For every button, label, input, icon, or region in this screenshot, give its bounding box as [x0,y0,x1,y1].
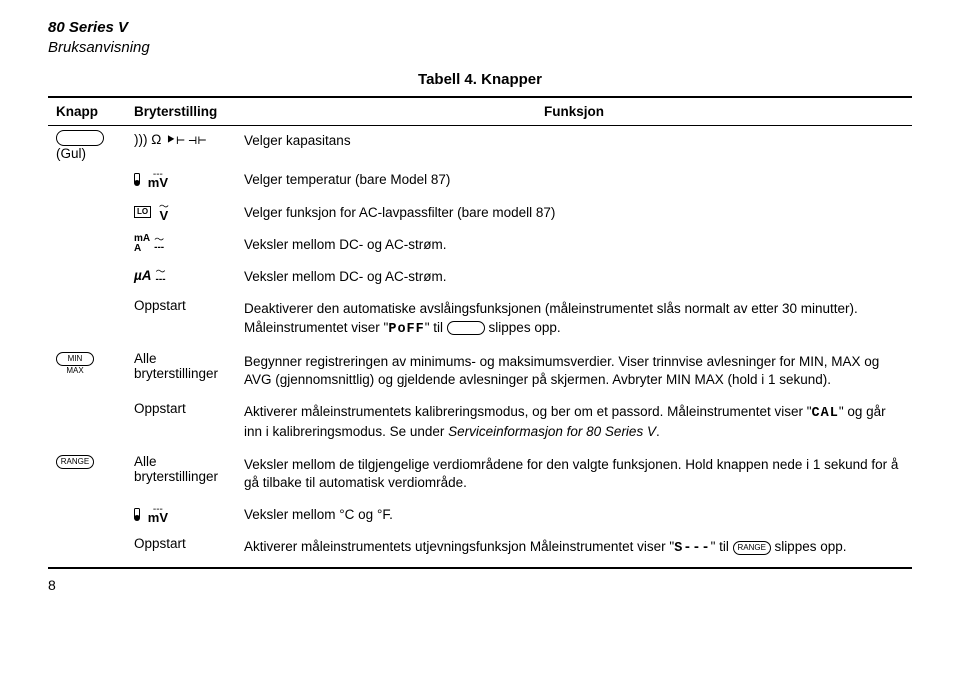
cell-funk-kapasitans: Velger kapasitans [236,126,912,166]
page-number: 8 [48,577,912,593]
cell-funk-minmax: Begynner registreringen av minimums- og … [236,347,912,397]
cell-funk-kalib: Aktiverer måleinstrumentets kalibrerings… [236,397,912,449]
funk-kapasitans: Velger kapasitans [244,132,904,150]
cell-bryter-oppstart2: Oppstart [126,397,236,449]
cell-bryter-ohm: ))) Ω ⯈⊢ ⊣⊢ [126,126,236,166]
s-code: S--- [674,541,710,556]
cell-bryter-mv2: ---mV [126,500,236,532]
funk-utjevn3: slippes opp. [771,539,847,554]
range-button-icon-inline: RANGE [733,541,771,555]
cell-bryter-alle1: Alle bryterstillinger [126,347,236,397]
funk-temperatur: Velger temperatur (bare Model 87) [244,171,904,189]
funk-dcac1: Veksler mellom DC- og AC-strøm. [244,236,904,254]
cell-bryter-oppstart3: Oppstart [126,532,236,567]
cell-funk-dcac2: Veksler mellom DC- og AC-strøm. [236,262,912,294]
cell-funk-deakt: Deaktiverer den automatiske avslåingsfun… [236,294,912,346]
v-label: V [160,211,169,220]
doc-title: 80 Series V [48,18,912,38]
mv-label2: mV [148,513,168,522]
ohm-diode-cap-icon: ))) Ω ⯈⊢ ⊣⊢ [134,130,228,150]
funk-utjevn1: Aktiverer måleinstrumentets utjevningsfu… [244,539,674,554]
ua-label: µA [134,265,152,287]
cell-funk-temperatur: Velger temperatur (bare Model 87) [236,165,912,197]
range-button-icon: RANGE [56,455,94,469]
cell-bryter-oppstart1: Oppstart [126,294,236,346]
funk-cf: Veksler mellom °C og °F. [244,506,904,524]
cell-bryter-ua: µA 〜--- [126,262,236,294]
cell-funk-dcac1: Veksler mellom DC- og AC-strøm. [236,230,912,262]
th-funk: Funksjon [236,97,912,126]
poff-code: PoFF [388,322,424,337]
mv-label: mV [148,178,168,187]
doc-header: 80 Series V Bruksanvisning [48,18,912,57]
cell-knapp-minmax: MIN MAX [48,347,126,397]
knapper-table: Knapp Bryterstilling Funksjon (Gul) ))) … [48,96,912,569]
button-pill-icon-inline1 [447,321,485,335]
cell-knapp-range: RANGE [48,450,126,500]
th-bryter: Bryterstilling [126,97,236,126]
thermometer-icon2 [134,508,140,520]
funk-range: Veksler mellom de tilgjengelige verdiomr… [244,456,904,492]
funk-utjevn2: " til [711,539,733,554]
cell-bryter-alle2: Alle bryterstillinger [126,450,236,500]
thermometer-icon [134,173,140,185]
lo-icon: LO [134,206,151,218]
funk-deakt2: " til [425,320,447,335]
funk-deakt3: slippes opp. [485,320,561,335]
button-pill-icon [56,130,104,146]
cal-code: CAL [812,406,839,421]
table-caption: Tabell 4. Knapper [48,71,912,88]
cell-funk-cf: Veksler mellom °C og °F. [236,500,912,532]
cell-bryter-mv: ---mV [126,165,236,197]
funk-dcac2: Veksler mellom DC- og AC-strøm. [244,268,904,286]
funk-lavpass: Velger funksjon for AC-lavpassfilter (ba… [244,204,904,222]
funk-kalib3: . [656,424,660,439]
gul-label: (Gul) [56,146,86,161]
cell-knapp-gul: (Gul) [48,126,126,166]
doc-subtitle: Bruksanvisning [48,38,912,58]
funk-kalib-ref: Serviceinformasjon for 80 Series V [448,424,656,439]
funk-kalib1: Aktiverer måleinstrumentets kalibrerings… [244,404,812,419]
th-knapp: Knapp [48,97,126,126]
cell-bryter-lo-v: LO 〜V [126,198,236,230]
a-label: A [134,244,141,254]
cell-funk-lavpass: Velger funksjon for AC-lavpassfilter (ba… [236,198,912,230]
minmax-button-icon: MIN MAX [56,352,94,366]
cell-funk-range: Veksler mellom de tilgjengelige verdiomr… [236,450,912,500]
funk-minmax: Begynner registreringen av minimums- og … [244,353,904,389]
cell-funk-utjevn: Aktiverer måleinstrumentets utjevningsfu… [236,532,912,567]
cell-bryter-ma-a: mA A 〜--- [126,230,236,262]
